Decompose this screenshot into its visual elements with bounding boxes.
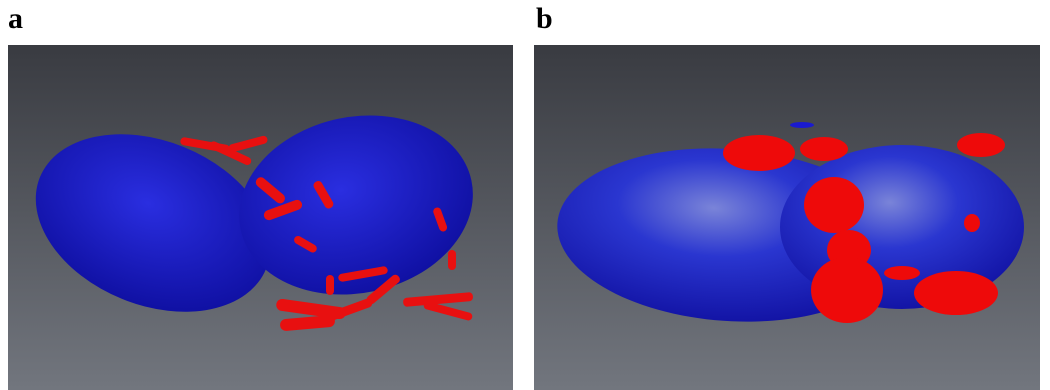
figure: a b xyxy=(0,0,1050,390)
panel-label: a xyxy=(8,2,23,36)
particle xyxy=(790,122,814,128)
panel-label: b xyxy=(536,2,553,36)
render-b xyxy=(534,45,1040,390)
render-a xyxy=(8,45,513,390)
